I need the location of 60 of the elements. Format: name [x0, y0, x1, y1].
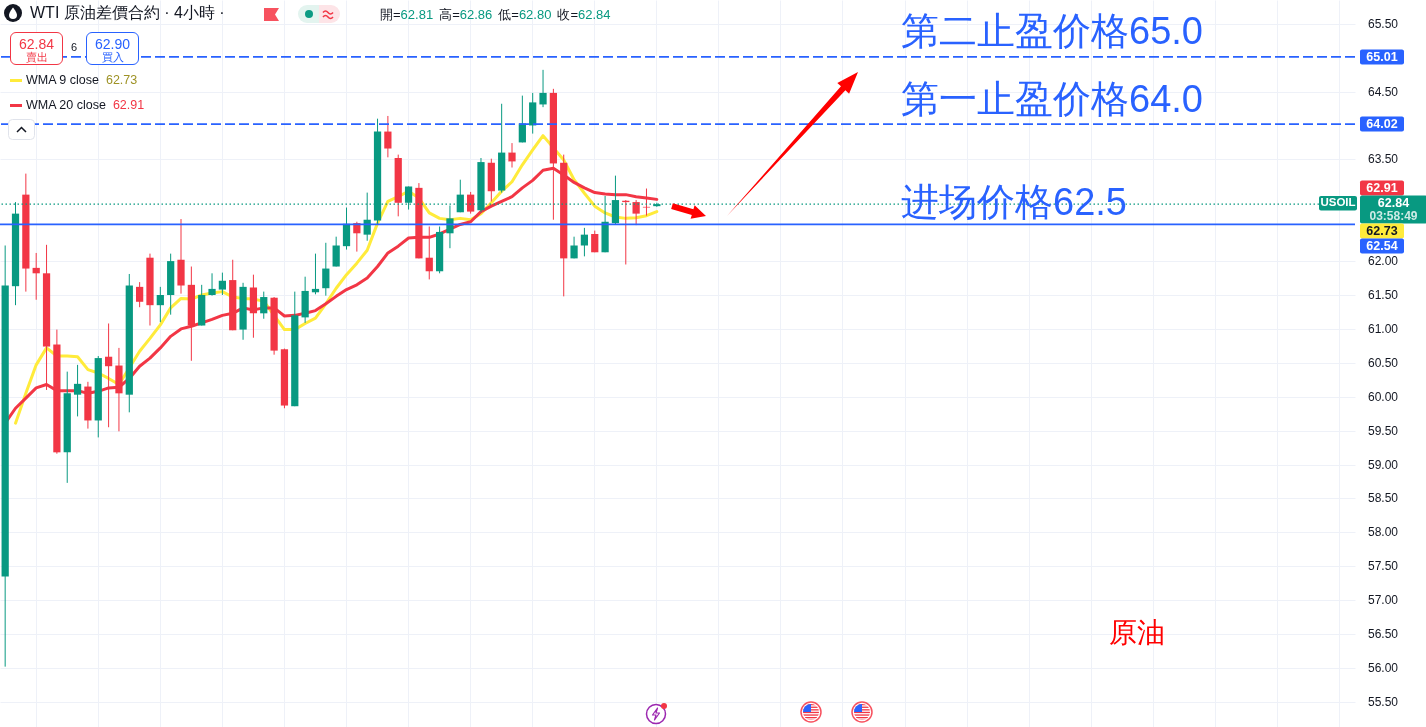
- chart-title: WTI 原油差價合約 · 4小時 ·: [30, 4, 225, 21]
- y-tick-label: 63.50: [1368, 152, 1399, 167]
- candlestick: [425, 226, 433, 280]
- candlestick: [529, 92, 537, 135]
- candlestick: [642, 188, 651, 217]
- y-tick-label: 59.50: [1368, 423, 1399, 438]
- y-tick-label: 58.00: [1368, 525, 1399, 540]
- candlestick: [539, 69, 547, 108]
- text: 03:58:49: [1369, 208, 1418, 223]
- annotation: 第二止盈价格65.0: [901, 10, 1203, 52]
- annotation: USOIL: [1320, 196, 1356, 209]
- annotation: 第一止盈价格64.0: [901, 78, 1203, 120]
- annotation: 62.84: [17, 36, 55, 52]
- text: 開=62.81 高=62.86 低=62.80 收=62.84: [380, 7, 611, 22]
- y-tick-label: 61.00: [1368, 321, 1399, 336]
- y-tick-label: 61.50: [1368, 288, 1399, 302]
- y-tick-label: 59.00: [1368, 457, 1399, 472]
- annotation: 62.73: [105, 73, 138, 87]
- candlestick: [136, 281, 144, 308]
- candlestick: [73, 364, 82, 417]
- candlestick: [332, 236, 340, 268]
- y-tick-label: 56.50: [1368, 627, 1399, 642]
- annotation: 原油: [1109, 617, 1165, 648]
- y-tick-label: 57.00: [1368, 593, 1399, 608]
- annotation: 6: [71, 41, 78, 53]
- ref-line-label: 62.54: [1366, 238, 1398, 253]
- y-tick-label: 57.50: [1368, 559, 1399, 574]
- candlestick: [322, 242, 330, 297]
- y-tick-label: 60.00: [1368, 389, 1399, 404]
- ref-line-label: 62.84: [1377, 195, 1410, 210]
- y-tick-label: 65.50: [1368, 16, 1399, 31]
- price-box: 62.84 賣出: [10, 32, 63, 65]
- y-tick-label: 56.00: [1368, 661, 1399, 675]
- annotation: 買入: [100, 51, 125, 63]
- candlestick: [632, 199, 640, 226]
- candlestick: [32, 252, 40, 301]
- text: 62.73: [1366, 223, 1398, 238]
- y-tick-label: 58.50: [1368, 491, 1399, 506]
- candlestick: [508, 142, 516, 169]
- legend-label: WMA 20 close: [26, 98, 106, 112]
- text: 62.91: [1366, 180, 1398, 195]
- annotation: 进场价格62.5: [901, 181, 1127, 223]
- candlestick: [384, 115, 392, 158]
- annotation: 62.91: [112, 98, 145, 112]
- price-box: 62.90 買入: [86, 32, 139, 65]
- candlestick: [342, 207, 351, 251]
- ref-line-label: 65.01: [1366, 49, 1398, 64]
- y-tick-label: 55.50: [1368, 694, 1399, 709]
- candlestick: [467, 191, 475, 215]
- y-tick-label: 62.00: [1368, 254, 1399, 269]
- annotation: 62.90: [93, 36, 131, 52]
- candlestick: [260, 291, 268, 320]
- annotation: 賣出: [24, 51, 49, 63]
- candlestick: [208, 272, 216, 297]
- y-tick-label: 64.50: [1368, 84, 1399, 99]
- candlestick: [218, 272, 227, 296]
- y-tick-label: 60.50: [1368, 355, 1399, 370]
- candlestick: [156, 286, 164, 323]
- ref-line-label: 64.02: [1366, 117, 1398, 132]
- legend-label: WMA 9 close: [26, 73, 99, 87]
